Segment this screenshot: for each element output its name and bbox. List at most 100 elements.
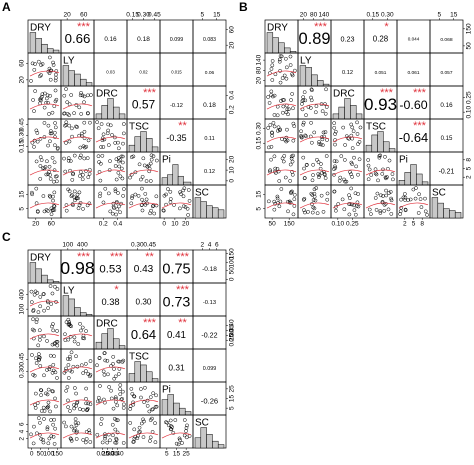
smoother-illustration (62, 366, 93, 373)
scatter-point-illustration (111, 204, 116, 209)
scatter-point-illustration (347, 212, 352, 217)
scatter-point-illustration (366, 158, 371, 162)
scatter-point-illustration (80, 134, 84, 138)
scatter-point-illustration (39, 409, 44, 413)
scatter-point-illustration (33, 62, 37, 66)
scatter-point-illustration (33, 89, 37, 93)
scatter-point-illustration (270, 63, 275, 68)
smoother-illustration (62, 136, 93, 143)
scatter-point-illustration (105, 440, 110, 445)
x-tick-label: 20 (64, 12, 72, 19)
scatter-point-illustration (98, 178, 103, 183)
x-tick-label: 0.30 (131, 242, 144, 249)
scatter-point-illustration (66, 376, 71, 380)
scatter-point-illustration (357, 140, 362, 144)
scatter-point-illustration (136, 193, 141, 198)
smoother-illustration (29, 300, 60, 307)
scatter-point-illustration (113, 440, 118, 445)
scatter-point-illustration (53, 396, 57, 401)
cell-frame (93, 348, 128, 383)
histogram-bar (371, 134, 378, 153)
scatter-point-illustration (78, 321, 82, 326)
scatter-point-illustration (37, 352, 41, 356)
scatter-point-illustration (333, 208, 338, 213)
x-tick-label: 20 (300, 12, 308, 19)
scatter-point-illustration (299, 129, 303, 134)
scatter-point-illustration (68, 159, 73, 163)
scatter-point-illustration (53, 284, 57, 289)
scatter-point-illustration (277, 57, 282, 62)
histogram-bar (272, 37, 279, 54)
histogram-bar (355, 113, 363, 120)
correlation-value: 0.73 (163, 294, 191, 310)
correlation-value: 0.57 (132, 98, 156, 112)
scatter-point-illustration (66, 405, 70, 409)
scatter-point-illustration (398, 209, 403, 214)
scatter-point-illustration (324, 154, 329, 158)
scatter-point-illustration (323, 130, 328, 134)
scatter-point-illustration (51, 422, 55, 427)
scatter-point-illustration (272, 113, 277, 117)
scatter-point-illustration (114, 157, 119, 162)
scatter-point-illustration (275, 104, 280, 109)
scatter-point-illustration (384, 176, 388, 181)
scatter-point-illustration (86, 138, 91, 143)
smoother-illustration (95, 202, 126, 209)
scatter-point-illustration (150, 204, 155, 209)
scatter-point-illustration (322, 134, 326, 139)
scatter-point-illustration (304, 113, 308, 118)
y-tick-label: 25 (229, 385, 236, 393)
scatter-point-illustration (140, 186, 144, 191)
scatter-point-illustration (111, 354, 116, 359)
scatter-point-illustration (54, 97, 59, 102)
scatter-point-illustration (64, 120, 69, 125)
scatter-point-illustration (300, 99, 305, 103)
scatter-point-illustration (270, 59, 275, 63)
scatter-point-illustration (137, 162, 142, 167)
scatter-point-illustration (46, 400, 51, 405)
scatter-point-illustration (291, 106, 295, 111)
scatter-point-illustration (62, 111, 66, 116)
variable-name: SC (195, 418, 209, 429)
histogram-bar (101, 105, 108, 120)
histogram-bar (161, 399, 169, 416)
variable-name: DRY (267, 23, 288, 34)
scatter-point-illustration (312, 130, 317, 135)
smoother-illustration (95, 136, 126, 143)
scatter-point-illustration (74, 354, 78, 359)
scatter-point-illustration (64, 424, 68, 429)
scatter-point-illustration (52, 208, 57, 212)
correlation-value: 0.64 (131, 327, 156, 342)
scatter-point-illustration (312, 191, 317, 196)
smoother-illustration (128, 202, 159, 209)
scatter-point-illustration (54, 404, 58, 409)
scatter-point-illustration (50, 208, 55, 213)
scatter-point-illustration (283, 175, 288, 180)
scatter-point-illustration (153, 421, 157, 426)
scatter-point-illustration (177, 436, 182, 441)
scatter-point-illustration (66, 317, 71, 322)
scatter-point-illustration (106, 432, 111, 437)
scatter-point-illustration (284, 65, 289, 70)
scatter-point-illustration (181, 204, 186, 209)
scatter-point-illustration (72, 335, 77, 340)
scatter-point-illustration (333, 129, 338, 134)
scatter-point-illustration (77, 203, 82, 208)
scatter-point-illustration (383, 154, 387, 159)
significance-stars: *** (143, 87, 157, 99)
scatter-point-illustration (97, 194, 102, 199)
scatter-point-illustration (46, 441, 51, 446)
scatter-point-illustration (48, 173, 52, 177)
scatter-point-illustration (121, 406, 126, 410)
histogram-bar (443, 208, 450, 219)
y-tick-label: 150 (229, 248, 236, 259)
y-tick-label: 0.30 (19, 365, 26, 378)
scatter-point-illustration (141, 417, 145, 422)
histogram-bar (146, 371, 153, 383)
scatter-point-illustration (288, 63, 293, 67)
x-tick-label: 60 (80, 12, 88, 19)
scatter-point-illustration (289, 156, 294, 161)
scatter-point-illustration (171, 431, 176, 435)
significance-stars: ** (178, 317, 187, 329)
correlation-value: 0.53 (99, 264, 121, 276)
